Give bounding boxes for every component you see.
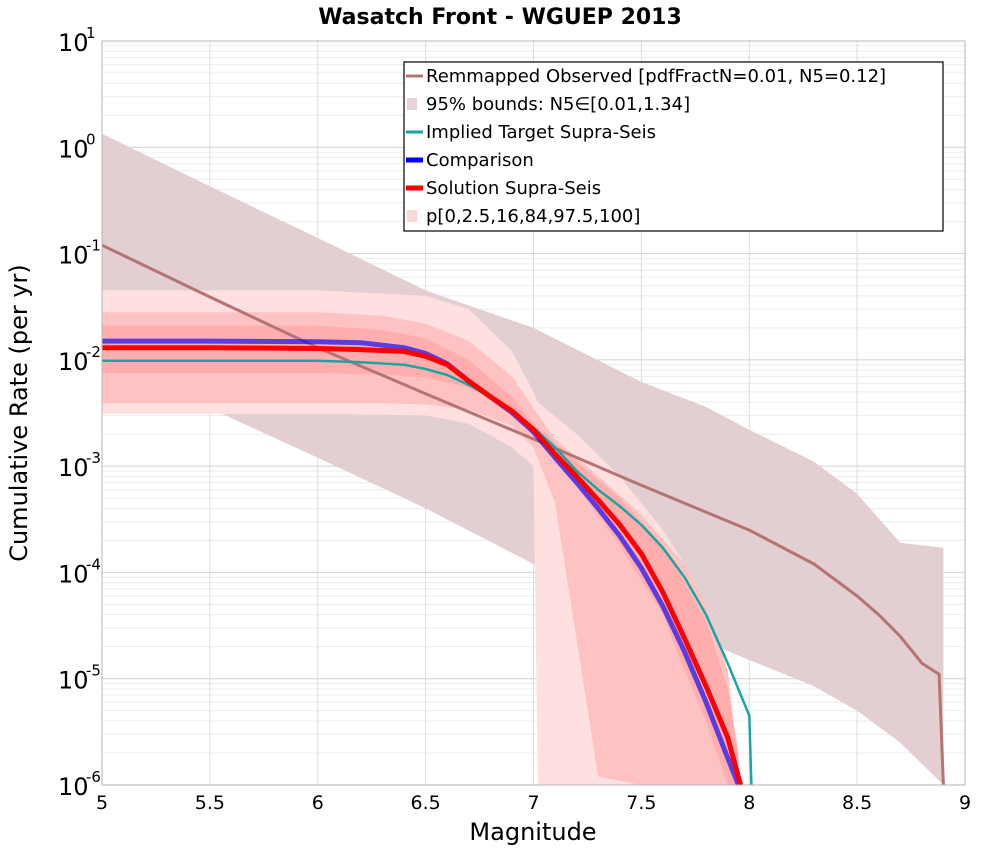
y-tick-exponent: 1	[86, 24, 96, 42]
y-tick-label: 10	[58, 135, 89, 163]
y-tick-label: 10	[58, 29, 89, 57]
x-tick-label: 6.5	[411, 792, 441, 814]
y-tick-label: 10	[58, 454, 89, 482]
band-1	[102, 290, 739, 785]
series-line-3	[102, 345, 744, 786]
x-tick-labels: 5 5.5 6 6.5 7 7.5 8 8.5 9	[96, 792, 971, 814]
y-tick-exponent: -6	[86, 768, 101, 786]
chart-title: Wasatch Front - WGUEP 2013	[318, 5, 682, 30]
y-tick-label: 10	[58, 348, 89, 376]
legend-box	[403, 61, 944, 232]
x-tick-label: 5.5	[195, 792, 225, 814]
x-axis-label: Magnitude	[469, 818, 596, 846]
y-tick-label: 10	[58, 560, 89, 588]
x-tick-label: 5	[96, 792, 108, 814]
legend-label: Implied Target Supra-Seis	[426, 122, 656, 143]
band-3	[102, 325, 739, 785]
x-tick-label: 6	[312, 792, 324, 814]
series-lines	[101, 243, 945, 786]
series-line-0	[101, 243, 945, 786]
y-tick-exponent: -1	[86, 237, 101, 255]
legend-label: p[0,2.5,16,84,97.5,100]	[426, 206, 640, 227]
y-axis-label: Cumulative Rate (per yr)	[5, 264, 33, 562]
series-line-1	[102, 359, 753, 786]
y-tick-label: 10	[58, 667, 89, 695]
legend: Remmapped Observed [pdfFractN=0.01, N5=0…	[403, 61, 944, 232]
plot-border	[101, 40, 966, 786]
legend-label: 95% bounds: N5∈[0.01,1.34]	[426, 94, 690, 115]
legend-patch-swatch	[407, 98, 417, 110]
x-tick-label: 7	[527, 792, 539, 814]
x-tick-label: 8.5	[842, 792, 872, 814]
x-tick-label: 8	[743, 792, 755, 814]
y-tick-label: 10	[58, 242, 89, 270]
legend-label: Comparison	[426, 150, 534, 171]
legend-label: Solution Supra-Seis	[426, 178, 601, 199]
x-tick-label: 9	[959, 792, 971, 814]
y-tick-exponent: -4	[86, 555, 101, 573]
y-tick-exponent: 0	[86, 130, 96, 148]
legend-label: Remmapped Observed [pdfFractN=0.01, N5=0…	[426, 66, 886, 87]
x-tick-label: 7.5	[626, 792, 656, 814]
y-tick-exponent: -3	[86, 449, 101, 467]
legend-patch-swatch	[407, 210, 417, 222]
y-tick-exponent: -5	[86, 662, 101, 680]
y-tick-exponent: -2	[86, 343, 101, 361]
y-tick-label: 10	[58, 773, 89, 801]
